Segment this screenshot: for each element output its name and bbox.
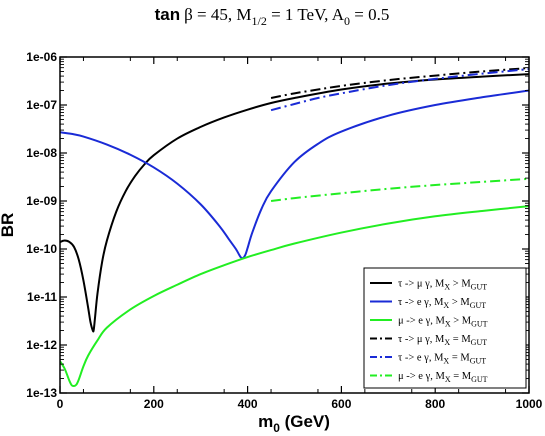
y-tick-label: 1e-13 xyxy=(26,386,57,400)
title-sub1: 1/2 xyxy=(251,14,266,28)
y-tick-label: 1e-12 xyxy=(26,338,57,352)
x-axis-label-rest: (GeV) xyxy=(280,412,330,431)
axis-ticks xyxy=(59,56,530,394)
title-end: = 0.5 xyxy=(350,5,389,24)
x-axis-label: m0 (GeV) xyxy=(258,412,330,435)
x-tick-label: 400 xyxy=(238,397,258,411)
series-line-4 xyxy=(270,68,529,112)
x-tick-label: 0 xyxy=(57,397,64,411)
legend-label-1: τ -> e γ, MX > MGUT xyxy=(398,297,486,310)
x-axis-label-sub: 0 xyxy=(273,421,280,435)
axis-tick-labels: 0 200 400 600 800 1000 1e-13 1e-12 1e-11 1e-10 1e-… xyxy=(26,50,542,411)
legend-label-0: τ -> μ γ, MX > MGUT xyxy=(398,279,487,292)
y-tick-label: 1e-07 xyxy=(26,98,57,112)
legend-label-2: μ -> e γ, MX > MGUT xyxy=(398,316,488,329)
legend-label-4: τ -> e γ, MX = MGUT xyxy=(398,353,486,366)
title-rest: β = 45, M xyxy=(184,5,251,24)
x-tick-label: 800 xyxy=(425,397,445,411)
legend-box xyxy=(363,267,527,389)
series-line-3 xyxy=(270,67,529,99)
y-axis-label: BR xyxy=(0,213,17,238)
legend-label-3: τ -> μ γ, MX = MGUT xyxy=(398,334,487,347)
x-axis-label-main: m xyxy=(258,412,273,431)
title-sub2: 0 xyxy=(344,14,350,28)
x-tick-label: 200 xyxy=(144,397,164,411)
title-mid: = 1 TeV, A xyxy=(267,5,345,24)
series-line-1 xyxy=(60,89,529,260)
series-line-5 xyxy=(270,177,529,202)
x-tick-label: 600 xyxy=(331,397,351,411)
y-tick-label: 1e-06 xyxy=(26,50,57,64)
legend: τ -> μ γ, MX > MGUT τ -> e γ, MX > MGUT μ … xyxy=(363,267,527,389)
y-tick-label: 1e-09 xyxy=(26,194,57,208)
plot-series xyxy=(60,67,529,388)
plot-frame xyxy=(59,56,530,394)
series-line-0 xyxy=(60,73,529,333)
legend-label-5: μ -> e γ, MX = MGUT xyxy=(398,371,488,384)
y-tick-label: 1e-11 xyxy=(27,290,57,304)
title-prefix: tan xyxy=(155,5,181,24)
x-tick-label: 1000 xyxy=(516,397,543,411)
chart-title: tan β = 45, M1/2 = 1 TeV, A0 = 0.5 xyxy=(155,5,390,28)
y-tick-label: 1e-10 xyxy=(26,242,57,256)
y-tick-label: 1e-08 xyxy=(26,146,57,160)
series-line-2 xyxy=(60,205,529,388)
